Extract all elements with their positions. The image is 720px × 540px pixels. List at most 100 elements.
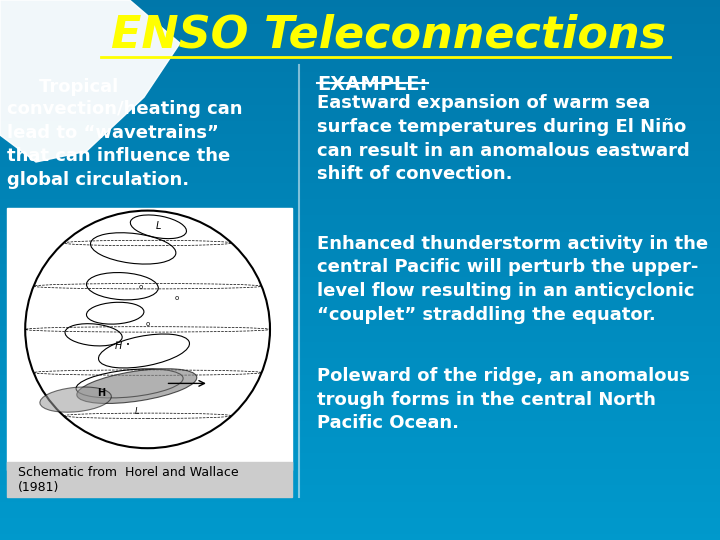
Text: Poleward of the ridge, an anomalous
trough forms in the central North
Pacific Oc: Poleward of the ridge, an anomalous trou… (317, 367, 690, 433)
Bar (0, 111, 720, 113)
Bar (0, 59, 720, 62)
Bar (0, 489, 720, 491)
Bar (0, 397, 720, 400)
Bar (0, 472, 720, 475)
Polygon shape (0, 0, 180, 162)
Bar (0, 510, 720, 513)
Bar (0, 402, 720, 405)
Bar (0, 459, 720, 462)
Bar (0, 81, 720, 84)
Bar (0, 148, 720, 151)
Bar (0, 176, 720, 178)
Bar (0, 378, 720, 381)
Bar (0, 159, 720, 162)
Bar (0, 216, 720, 219)
Bar (0, 213, 720, 216)
Bar (0, 284, 720, 286)
Bar (0, 38, 720, 40)
Bar (0, 408, 720, 410)
Text: Eastward expansion of warm sea
surface temperatures during El Niño
can result in: Eastward expansion of warm sea surface t… (317, 94, 690, 183)
Bar (0, 537, 720, 540)
Bar (0, 127, 720, 130)
Bar (0, 321, 720, 324)
Bar (0, 30, 720, 32)
Bar (0, 343, 720, 346)
Bar (0, 475, 720, 478)
Bar (0, 524, 720, 526)
Bar (7, 208, 292, 470)
Bar (0, 467, 720, 470)
Bar (0, 122, 720, 124)
Text: •: • (126, 341, 130, 348)
Bar (0, 146, 720, 148)
Text: Enhanced thunderstorm activity in the
central Pacific will perturb the upper-
le: Enhanced thunderstorm activity in the ce… (317, 235, 708, 323)
Bar (0, 138, 720, 140)
Bar (0, 105, 720, 108)
Bar (0, 297, 720, 300)
Bar (0, 359, 720, 362)
Bar (0, 310, 720, 313)
Bar (0, 410, 720, 413)
Bar (0, 251, 720, 254)
Bar (0, 19, 720, 22)
Bar (0, 481, 720, 483)
Bar (0, 73, 720, 76)
Bar (0, 521, 720, 524)
Bar (0, 416, 720, 418)
Bar (0, 170, 720, 173)
Bar (0, 500, 720, 502)
Bar (0, 356, 720, 359)
Bar (0, 529, 720, 532)
Bar (0, 35, 720, 38)
Bar (0, 532, 720, 535)
Bar (0, 270, 720, 273)
Bar (7, 462, 292, 497)
Bar (0, 518, 720, 521)
Bar (0, 11, 720, 14)
Bar (0, 429, 720, 432)
Bar (0, 289, 720, 292)
Bar (0, 364, 720, 367)
Bar (0, 194, 720, 197)
Bar (0, 505, 720, 508)
Bar (0, 437, 720, 440)
Bar (0, 362, 720, 364)
Bar (0, 424, 720, 427)
Bar (0, 259, 720, 262)
Bar (0, 186, 720, 189)
Bar (0, 243, 720, 246)
Bar (0, 497, 720, 500)
Bar (0, 486, 720, 489)
Bar (0, 43, 720, 46)
Bar (0, 16, 720, 19)
Bar (0, 421, 720, 424)
Bar (0, 348, 720, 351)
Bar (0, 327, 720, 329)
Bar (0, 221, 720, 224)
Bar (0, 100, 720, 103)
Bar (0, 329, 720, 332)
Text: ENSO Teleconnections: ENSO Teleconnections (111, 14, 667, 57)
Bar (0, 338, 720, 340)
Bar (0, 0, 720, 3)
Text: L: L (135, 407, 139, 416)
Bar (0, 78, 720, 81)
Bar (0, 324, 720, 327)
Bar (0, 46, 720, 49)
Text: o: o (145, 321, 150, 327)
Bar (0, 181, 720, 184)
Bar (0, 113, 720, 116)
Bar (0, 300, 720, 302)
Bar (0, 230, 720, 232)
Bar (0, 351, 720, 354)
Bar (0, 535, 720, 537)
Bar (0, 319, 720, 321)
Bar (0, 205, 720, 208)
Bar (0, 8, 720, 11)
Bar (0, 248, 720, 251)
Bar (0, 76, 720, 78)
Bar (0, 456, 720, 459)
Bar (0, 5, 720, 8)
Bar (0, 202, 720, 205)
Bar (0, 313, 720, 316)
